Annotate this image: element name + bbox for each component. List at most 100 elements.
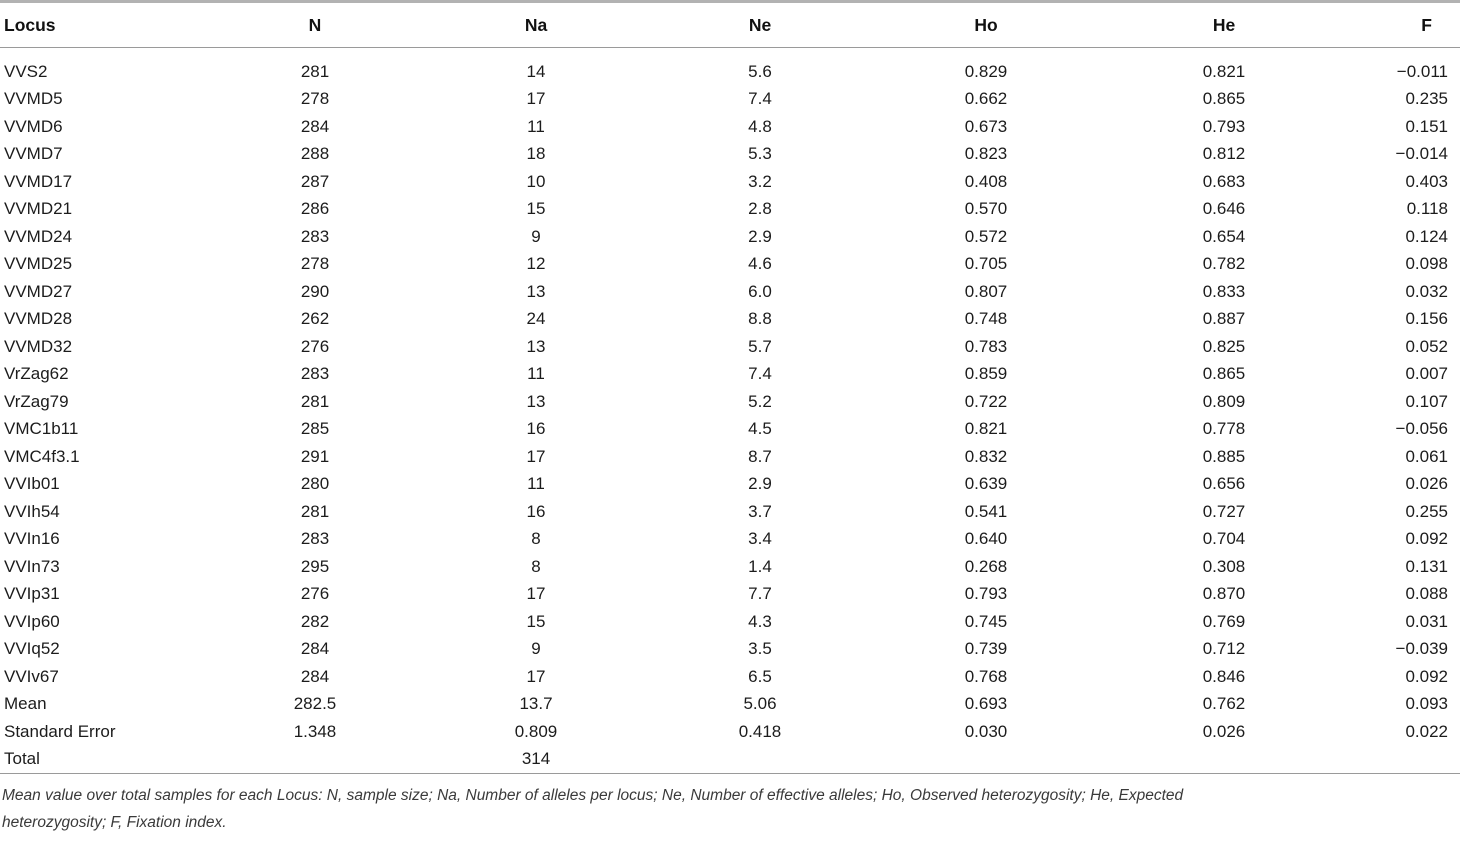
value-cell: 283: [300, 226, 330, 246]
value-cell: 0.268: [964, 556, 1008, 576]
locus-cell: VrZag62: [4, 364, 69, 384]
table-row: VVIn73 295 8 1.4 0.268 0.308 0.131: [0, 553, 1460, 581]
value-cell: 0.022: [1405, 721, 1448, 741]
value-cell: 8: [531, 556, 541, 576]
value-cell: 9: [531, 226, 541, 246]
value-cell: 280: [300, 474, 330, 494]
table-row: VVIv67 284 17 6.5 0.768 0.846 0.092: [0, 663, 1460, 691]
locus-cell: VMC4f3.1: [4, 446, 80, 466]
column-header-na: Na: [440, 3, 632, 48]
value-cell: 281: [300, 61, 330, 81]
column-header-ne: Ne: [632, 3, 888, 48]
value-cell: 8.7: [748, 446, 772, 466]
value-cell: 5.2: [748, 391, 772, 411]
value-cell: 4.3: [748, 611, 772, 631]
locus-cell: Mean: [4, 694, 47, 714]
value-cell: 13: [526, 336, 546, 356]
value-cell: 284: [300, 639, 330, 659]
value-cell: 13.7: [519, 694, 553, 714]
locus-statistics-table: Locus N Na Ne Ho He F VVS2 281 14 5.6 0.829 0…: [0, 3, 1460, 773]
footnote-line-2: heterozygosity; F, Fixation index.: [2, 813, 227, 831]
table-container: Locus N Na Ne Ho He F VVS2 281 14 5.6 0.829 0…: [0, 0, 1460, 774]
value-cell: 283: [300, 364, 330, 384]
table-row: Mean 282.5 13.7 5.06 0.693 0.762 0.093: [0, 691, 1460, 719]
value-cell: 10: [526, 171, 546, 191]
value-cell: 0.118: [1406, 199, 1448, 219]
value-cell: −0.056: [1395, 419, 1448, 439]
value-cell: 9: [531, 639, 541, 659]
value-cell: 2.9: [748, 474, 772, 494]
value-cell: 314: [521, 749, 551, 769]
value-cell: 278: [300, 89, 330, 109]
value-cell: 0.809: [1202, 391, 1246, 411]
value-cell: 291: [300, 446, 330, 466]
value-cell: 0.885: [1202, 446, 1246, 466]
value-cell: 0.778: [1202, 419, 1246, 439]
value-cell: 2.8: [748, 199, 772, 219]
value-cell: 0.727: [1202, 501, 1246, 521]
value-cell: 0.683: [1202, 171, 1246, 191]
table-row: VVMD24 283 9 2.9 0.572 0.654 0.124: [0, 223, 1460, 251]
locus-cell: VVMD7: [4, 144, 63, 164]
value-cell: 1.348: [293, 721, 337, 741]
value-cell: 0.026: [1202, 721, 1246, 741]
value-cell: 0.541: [964, 501, 1008, 521]
locus-cell: VVMD5: [4, 89, 63, 109]
value-cell: 0.032: [1405, 281, 1448, 301]
footnote-line-1: Mean value over total samples for each L…: [2, 787, 1184, 804]
value-cell: 276: [300, 336, 330, 356]
locus-cell: Total: [4, 749, 40, 769]
column-header-ho: Ho: [888, 3, 1084, 48]
value-cell: 0.712: [1202, 639, 1246, 659]
table-row: VVMD28 262 24 8.8 0.748 0.887 0.156: [0, 306, 1460, 334]
table-row: VMC1b11 285 16 4.5 0.821 0.778 −0.056: [0, 416, 1460, 444]
table-row: VVIp60 282 15 4.3 0.745 0.769 0.031: [0, 608, 1460, 636]
value-cell: 0.418: [738, 721, 782, 741]
table-row: VVIn16 283 8 3.4 0.640 0.704 0.092: [0, 526, 1460, 554]
locus-cell: VVIv67: [4, 666, 59, 686]
value-cell: 3.5: [748, 639, 772, 659]
value-cell: 0.092: [1405, 529, 1448, 549]
value-cell: 0.704: [1202, 529, 1246, 549]
value-cell: 288: [300, 144, 330, 164]
value-cell: 0.646: [1202, 199, 1246, 219]
value-cell: 0.640: [964, 529, 1008, 549]
value-cell: 8: [531, 529, 541, 549]
value-cell: −0.014: [1395, 144, 1448, 164]
value-cell: 0.865: [1202, 89, 1246, 109]
value-cell: 24: [526, 309, 546, 329]
value-cell: 12: [526, 254, 546, 274]
value-cell: [1364, 746, 1460, 774]
value-cell: 0.026: [1405, 474, 1448, 494]
value-cell: [888, 746, 1084, 774]
value-cell: 0.887: [1202, 309, 1246, 329]
value-cell: 0.870: [1202, 584, 1246, 604]
value-cell: [1084, 746, 1364, 774]
value-cell: 0.061: [1405, 446, 1448, 466]
value-cell: 7.4: [748, 364, 772, 384]
value-cell: 0.783: [964, 336, 1008, 356]
value-cell: 284: [300, 666, 330, 686]
value-cell: 17: [526, 89, 546, 109]
value-cell: 16: [526, 501, 546, 521]
value-cell: 11: [527, 116, 545, 136]
locus-cell: VVIn16: [4, 529, 60, 549]
locus-cell: VVIh54: [4, 501, 60, 521]
value-cell: 13: [526, 391, 546, 411]
value-cell: 282: [300, 611, 330, 631]
footnote: Mean value over total samples for each L…: [0, 774, 1460, 836]
value-cell: 3.4: [748, 529, 772, 549]
value-cell: −0.011: [1396, 61, 1448, 81]
value-cell: 0.821: [1202, 61, 1246, 81]
locus-cell: VrZag79: [4, 391, 69, 411]
value-cell: 0.093: [1405, 694, 1448, 714]
locus-cell: VVIn73: [4, 556, 60, 576]
value-cell: 1.4: [748, 556, 772, 576]
value-cell: 0.859: [964, 364, 1008, 384]
table-row: VVMD17 287 10 3.2 0.408 0.683 0.403: [0, 168, 1460, 196]
value-cell: 6.5: [748, 666, 772, 686]
value-cell: 262: [300, 309, 330, 329]
locus-cell: VVMD6: [4, 116, 63, 136]
locus-cell: VVMD24: [4, 226, 73, 246]
locus-cell: VVS2: [4, 61, 48, 81]
